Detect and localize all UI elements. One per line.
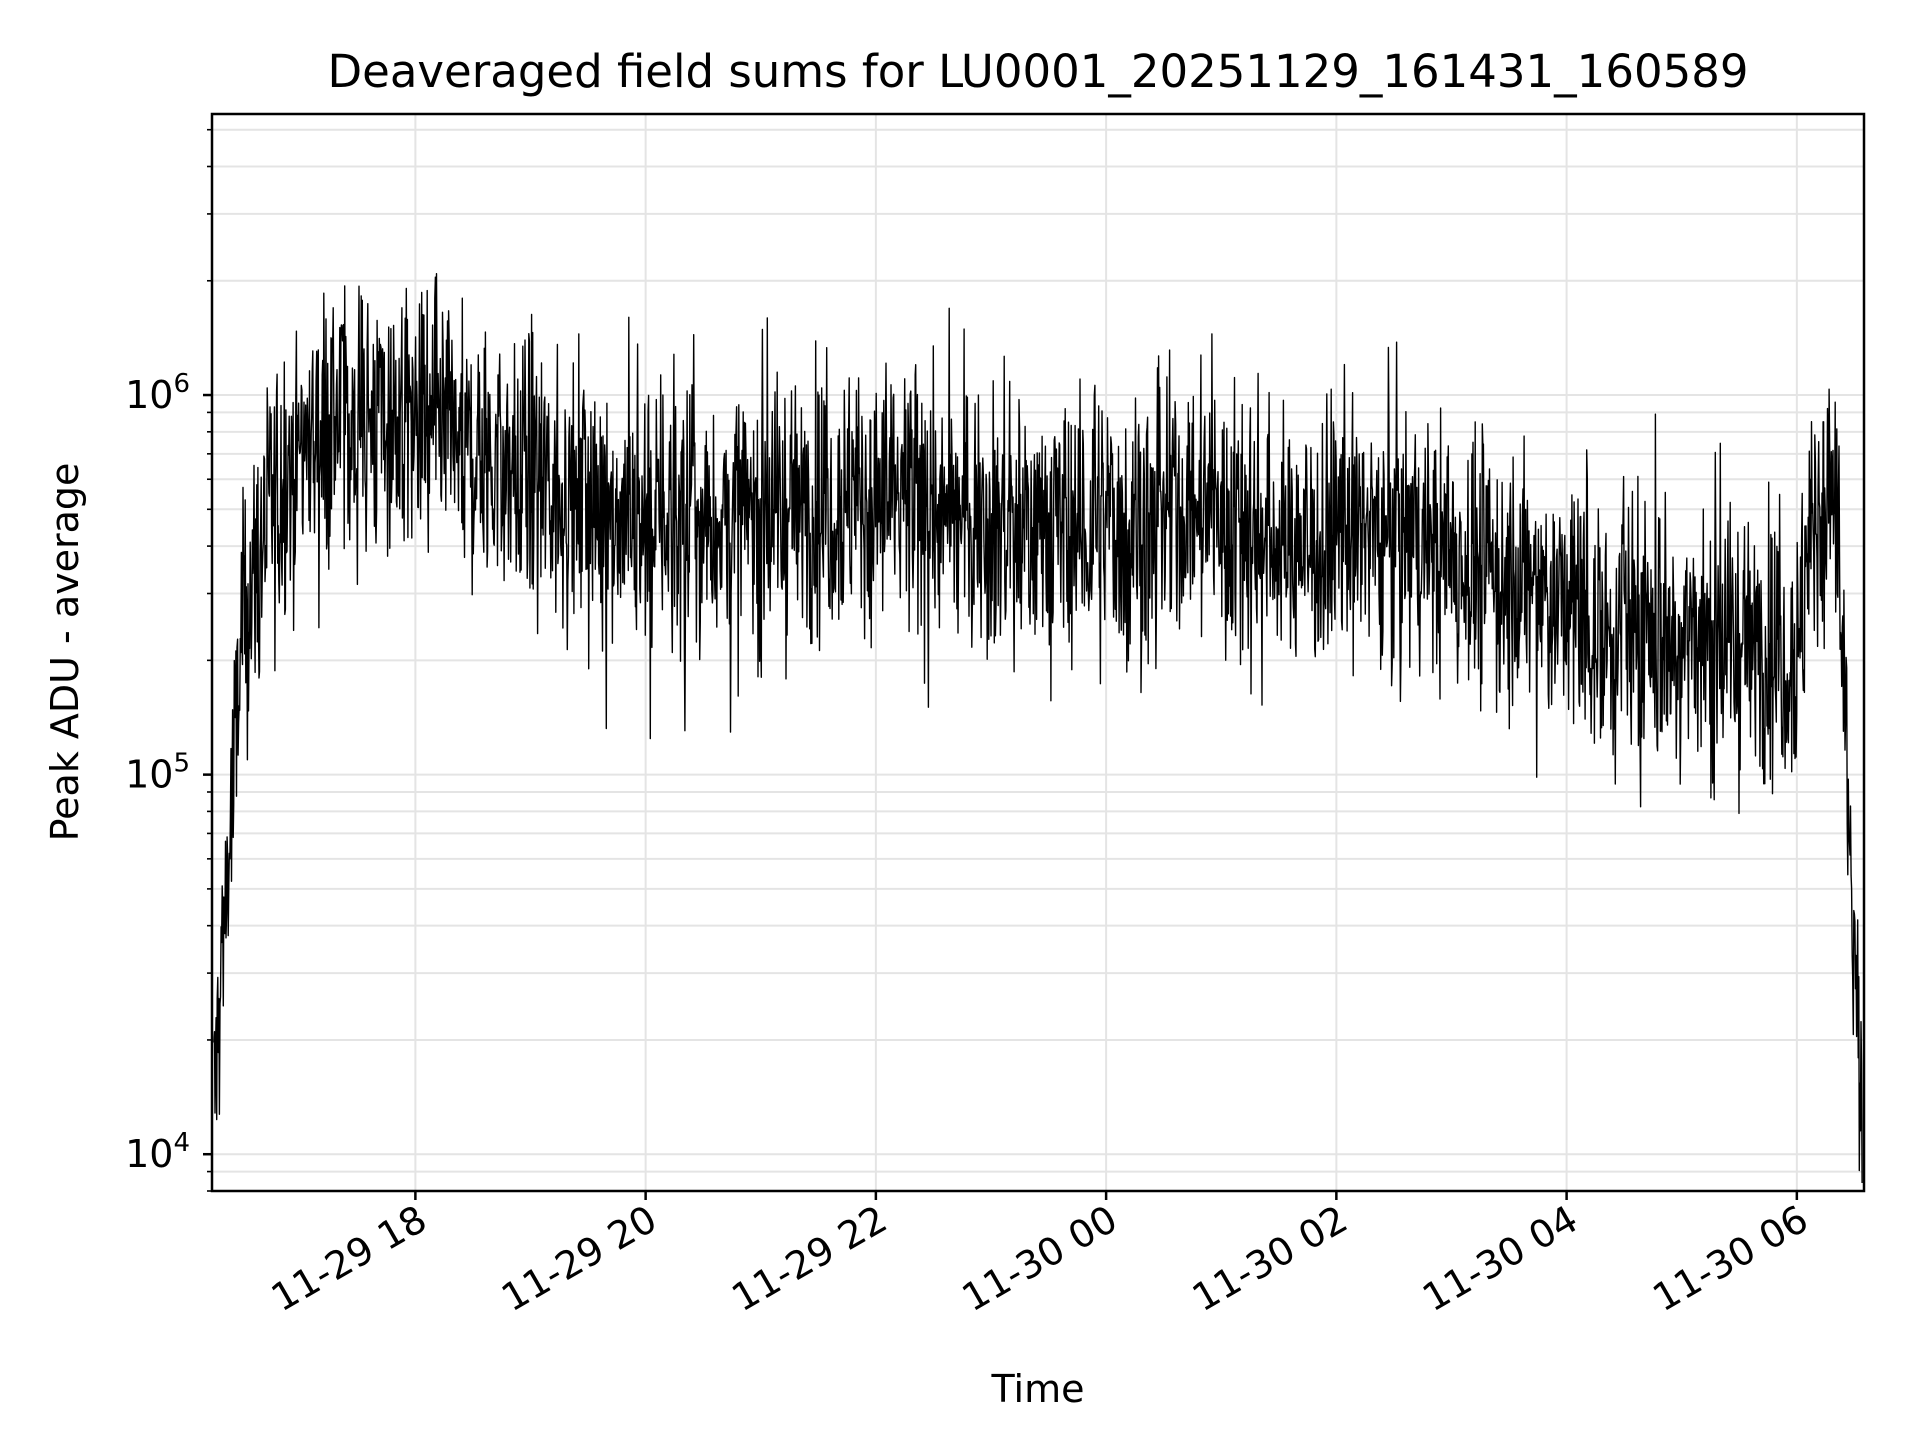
x-tick-label: 11-29 18	[264, 1197, 434, 1321]
x-tick-label: 11-29 20	[494, 1197, 664, 1321]
y-tick-label: 104	[125, 1128, 190, 1176]
x-tick-label: 11-30 02	[1185, 1197, 1355, 1321]
series-line	[213, 273, 1863, 1184]
axis-ticks: 104 105 106 11-29 18 11-29 20 11-29 22 11-30 0…	[125, 128, 1815, 1321]
plot-frame	[210, 112, 1866, 1193]
grid-lines	[212, 114, 1864, 1192]
x-tick-label: 11-30 06	[1645, 1197, 1815, 1321]
chart-title: Deaveraged field sums for LU0001_2025112…	[328, 45, 1749, 98]
y-axis-label: Peak ADU - average	[43, 463, 87, 842]
series-layer	[213, 273, 1863, 1184]
x-axis-label: Time	[991, 1367, 1085, 1411]
x-tick-label: 11-29 22	[724, 1197, 894, 1321]
x-tick-label: 11-30 00	[955, 1197, 1125, 1321]
y-tick-label: 105	[125, 749, 190, 797]
x-tick-label: 11-30 04	[1415, 1197, 1585, 1321]
y-tick-label: 106	[125, 369, 190, 417]
